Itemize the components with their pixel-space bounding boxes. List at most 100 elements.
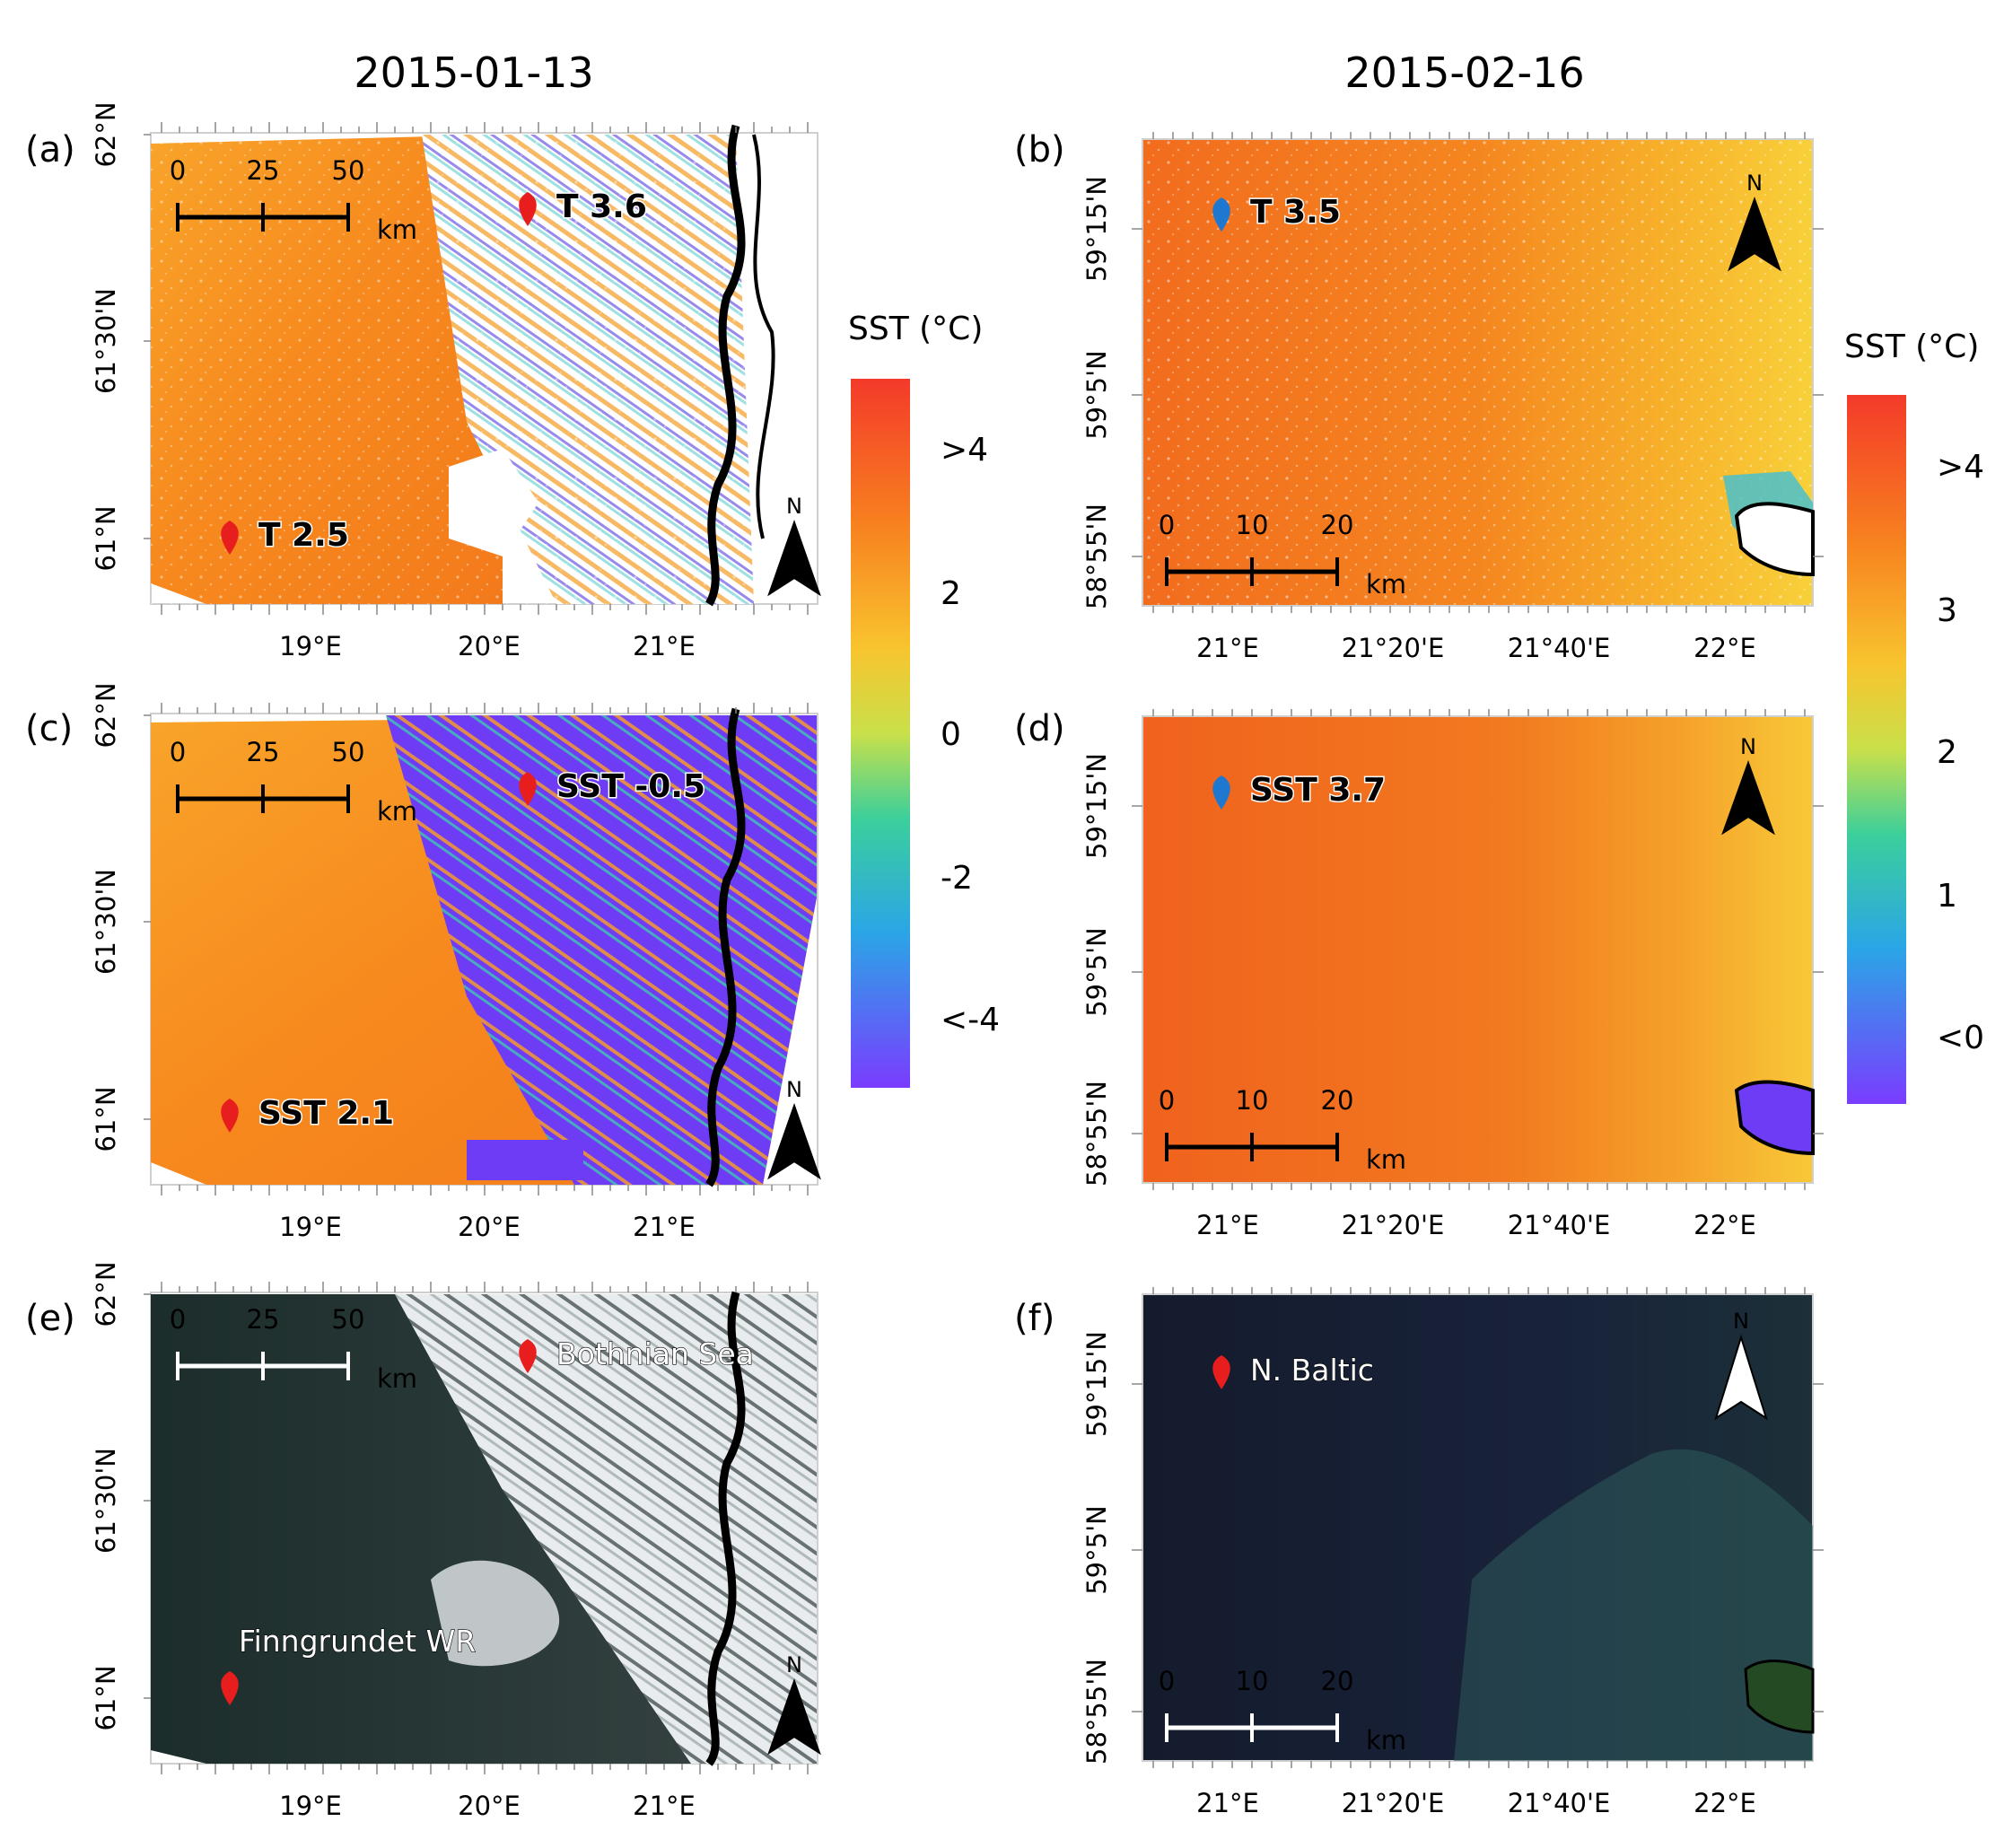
marker-b: T 3.5 xyxy=(1212,193,1342,232)
colorbar-right-label-3: 2 xyxy=(1937,734,1957,771)
panel-b-y-tick: 58°55'N xyxy=(1081,504,1112,609)
scalebar-d-tick-label: 0 xyxy=(1159,1085,1175,1116)
panel-e-label: (e) xyxy=(25,1298,75,1339)
panel-e-x-tick: 19°E xyxy=(279,1791,342,1821)
marker-d-label: SST 3.7 xyxy=(1250,772,1386,809)
panel-c-y-tick: 61°N xyxy=(91,1086,121,1152)
marker-e-north-pin-icon xyxy=(519,1339,537,1373)
scalebar-b-tick-label: 0 xyxy=(1159,510,1175,540)
panel-d-y-tick: 58°55'N xyxy=(1081,1081,1112,1187)
marker-a-north-pin-icon xyxy=(519,192,537,226)
colorbar-left-label-2: 2 xyxy=(941,575,961,612)
panel-c: (c) xyxy=(25,707,818,1187)
panel-b-y-tick: 59°5'N xyxy=(1081,350,1112,440)
panel-d-x-tick: 22°E xyxy=(1694,1210,1756,1240)
marker-a-north-label: T 3.6 xyxy=(556,188,647,225)
marker-e-south-label: Finngrundet WR xyxy=(239,1624,476,1659)
scalebar-a: 0 25 50 km xyxy=(170,155,417,245)
marker-f-pin-icon xyxy=(1212,1355,1230,1389)
panel-f: (f) xyxy=(1014,1293,1815,1762)
colorbar-right-title: SST (°C) xyxy=(1844,328,1979,365)
panel-f-x-tick: 21°E xyxy=(1196,1788,1259,1818)
panel-a-x-tick: 19°E xyxy=(279,631,342,661)
scalebar-e-unit: km xyxy=(377,1363,417,1394)
colorbar-left-ramp xyxy=(851,379,910,1088)
scalebar-f-tick-label: 10 xyxy=(1236,1666,1269,1696)
panel-e-x-tick: 20°E xyxy=(458,1791,521,1821)
panel-e-y-tick: 61°N xyxy=(91,1665,121,1730)
panel-a: (a) xyxy=(25,124,818,607)
panel-c-y-tick: 61°30'N xyxy=(91,869,121,975)
scalebar-f-tick-label: 20 xyxy=(1321,1666,1354,1696)
panel-c-x-tick: 19°E xyxy=(279,1212,342,1242)
colorbar-left-label-4: -2 xyxy=(941,860,973,897)
panel-c-x-tick: 21°E xyxy=(633,1212,696,1242)
scalebar-f-tick-label: 0 xyxy=(1159,1666,1175,1696)
marker-e-south-pin-icon xyxy=(221,1671,239,1705)
colorbar-right-ramp xyxy=(1847,395,1906,1104)
marker-e-south xyxy=(221,1671,239,1705)
colorbar-left-label-1: >4 xyxy=(941,432,988,469)
north-arrow-c-label: N xyxy=(786,1077,802,1102)
marker-a-north: T 3.6 xyxy=(519,188,648,227)
scalebar-c: 0 25 50 km xyxy=(170,737,417,827)
marker-a-south-label: T 2.5 xyxy=(258,517,349,554)
panel-b-label: (b) xyxy=(1014,129,1065,171)
marker-c-south-label: SST 2.1 xyxy=(258,1095,394,1132)
panel-d-y-tick: 59°15'N xyxy=(1081,753,1112,859)
left-column-title: 2015-01-13 xyxy=(354,48,593,97)
panel-a-x-tick: 20°E xyxy=(458,631,521,661)
panel-b-y-tick: 59°15'N xyxy=(1081,176,1112,282)
colorbar-left-label-5: <-4 xyxy=(941,1002,1000,1038)
scalebar-e: 0 25 50 km xyxy=(170,1304,417,1394)
north-arrow-e: N xyxy=(767,1652,821,1756)
marker-c-north: SST -0.5 xyxy=(519,767,707,807)
marker-f: N. Baltic xyxy=(1212,1352,1375,1389)
panel-f-y-tick: 59°15'N xyxy=(1081,1331,1112,1437)
marker-b-pin-icon xyxy=(1212,197,1230,232)
scalebar-d: 0 10 20 km xyxy=(1159,1085,1406,1175)
panel-d-x-tick: 21°20'E xyxy=(1342,1210,1445,1240)
scalebar-c-unit: km xyxy=(377,796,417,827)
marker-c-south: SST 2.1 xyxy=(221,1094,396,1134)
panel-f-x-tick: 21°20'E xyxy=(1342,1788,1445,1818)
panel-a-y-tick: 62°N xyxy=(91,101,121,167)
overlay-layer: 19°E 20°E 21°E 62°N 61°30'N 61°N 19°E 20°E 21°E 6… xyxy=(91,101,1824,1821)
scalebar-c-tick-label: 25 xyxy=(247,737,280,767)
panel-f-x-tick: 21°40'E xyxy=(1508,1788,1611,1818)
panel-f-y-tick: 59°5'N xyxy=(1081,1505,1112,1595)
scalebar-a-tick-label: 0 xyxy=(170,155,186,186)
colorbar-right-label-5: <0 xyxy=(1937,1020,1984,1056)
scalebar-b-tick-label: 20 xyxy=(1321,510,1354,540)
north-arrow-f: N xyxy=(1714,1309,1768,1421)
scalebar-b-unit: km xyxy=(1366,569,1406,600)
scalebar-a-tick-label: 25 xyxy=(247,155,280,186)
marker-a-south-pin-icon xyxy=(221,521,239,555)
panel-b-x-tick: 22°E xyxy=(1694,633,1756,663)
marker-c-south-pin-icon xyxy=(221,1099,239,1133)
marker-d: SST 3.7 xyxy=(1212,771,1387,810)
panel-b-x-tick: 21°E xyxy=(1196,633,1259,663)
panel-f-label: (f) xyxy=(1014,1298,1055,1339)
colorbar-left: SST (°C) >4 2 0 -2 <-4 xyxy=(848,311,1000,1088)
scalebar-c-tick-label: 50 xyxy=(332,737,365,767)
scalebar-d-tick-label: 20 xyxy=(1321,1085,1354,1116)
colorbar-right-label-2: 3 xyxy=(1937,592,1957,629)
colorbar-left-title: SST (°C) xyxy=(848,311,983,347)
scalebar-e-tick-label: 25 xyxy=(247,1304,280,1335)
colorbar-right-label-4: 1 xyxy=(1937,878,1957,915)
marker-a-south: T 2.5 xyxy=(221,516,350,556)
colorbar-left-label-3: 0 xyxy=(941,716,961,753)
north-arrow-c: N xyxy=(767,1077,821,1180)
scalebar-e-tick-label: 50 xyxy=(332,1304,365,1335)
scalebar-c-tick-label: 0 xyxy=(170,737,186,767)
scalebar-d-unit: km xyxy=(1366,1144,1406,1175)
north-arrow-b-label: N xyxy=(1746,171,1763,196)
colorbar-right: SST (°C) >4 3 2 1 <0 xyxy=(1844,328,1984,1104)
panel-d-label: (d) xyxy=(1014,708,1065,749)
north-arrow-e-label: N xyxy=(786,1652,802,1677)
marker-b-label: T 3.5 xyxy=(1250,194,1341,231)
scalebar-e-tick-label: 0 xyxy=(170,1304,186,1335)
